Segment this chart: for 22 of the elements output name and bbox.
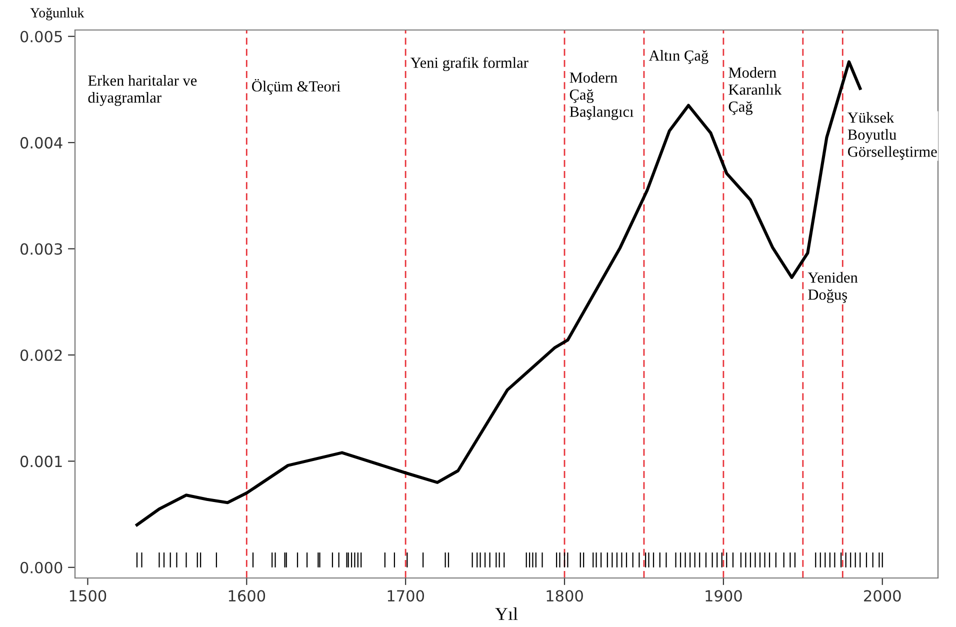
- annotation: Yüksek Boyutlu Görselleştirme: [848, 112, 937, 160]
- x-tick-label: 2000: [864, 590, 901, 602]
- annotation: Modern Karanlık Çağ: [728, 67, 782, 115]
- annotation: Modern Çağ Başlangıcı: [570, 72, 634, 120]
- x-tick-label: 1700: [388, 590, 424, 602]
- y-tick-label: 0.005: [20, 30, 62, 42]
- y-tick-label: 0.004: [20, 137, 62, 149]
- annotation: Altın Çağ: [648, 50, 708, 64]
- annotation: Yeni grafik formlar: [410, 57, 528, 72]
- y-axis-title: Yoğunluk: [30, 8, 84, 20]
- x-tick-label: 1600: [228, 590, 266, 602]
- x-tick-label: 1500: [70, 590, 106, 602]
- annotation: Erken haritalar ve diyagramlar: [88, 75, 197, 106]
- y-tick-label: 0.000: [20, 562, 62, 574]
- annotation: Yeniden Doğuş: [808, 272, 858, 303]
- x-axis-title: Yıl: [495, 607, 518, 620]
- x-tick-label: 1900: [706, 590, 742, 602]
- x-tick-label: 1800: [546, 590, 583, 602]
- annotation: Ölçüm &Teori: [252, 79, 340, 95]
- y-tick-label: 0.001: [20, 456, 62, 468]
- y-tick-label: 0.002: [20, 349, 62, 361]
- y-tick-label: 0.003: [20, 243, 62, 255]
